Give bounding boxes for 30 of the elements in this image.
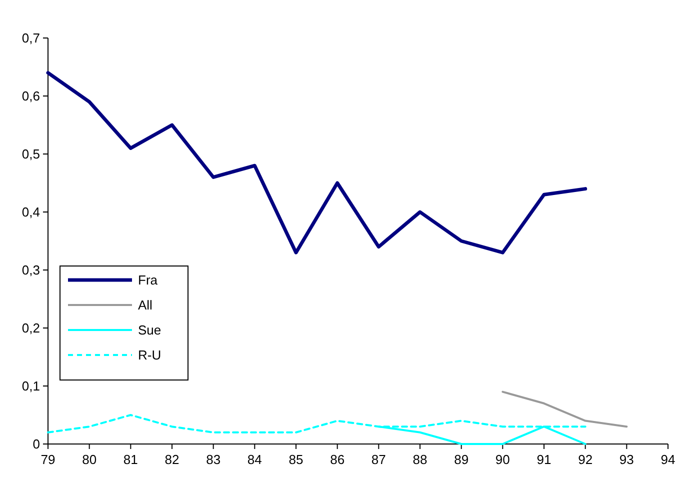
legend-label: Sue — [138, 322, 162, 338]
legend-label: All — [138, 298, 153, 313]
x-tick-label: 83 — [206, 452, 221, 467]
y-tick-label: 0,1 — [22, 378, 40, 394]
x-tick-label: 89 — [454, 452, 469, 467]
x-tick-label: 84 — [247, 452, 262, 467]
y-tick-label: 0,6 — [22, 88, 40, 104]
x-tick-label: 81 — [123, 452, 138, 467]
x-tick-label: 91 — [536, 452, 552, 467]
x-tick-label: 85 — [288, 452, 304, 467]
line-series — [46, 71, 588, 254]
y-tick-label: 0,3 — [22, 262, 40, 278]
legend-label: Fra — [138, 272, 158, 288]
x-tick-label: 80 — [82, 452, 97, 467]
y-tick-label: 0,2 — [22, 320, 40, 336]
x-tick-label: 93 — [619, 452, 634, 467]
y-tick-label: 0,5 — [22, 146, 40, 162]
x-tick-label: 82 — [164, 452, 180, 467]
x-tick-label: 94 — [660, 452, 676, 467]
y-tick-label: 0,7 — [22, 30, 40, 46]
line-series — [502, 390, 628, 428]
legend-label: R-U — [138, 348, 162, 363]
x-tick-label: 88 — [412, 452, 428, 467]
x-tick-label: 79 — [40, 452, 56, 467]
y-tick-label: 0,4 — [22, 204, 40, 220]
x-tick-label: 92 — [578, 452, 593, 467]
x-tick-label: 86 — [330, 452, 345, 467]
x-tick-label: 87 — [371, 452, 386, 467]
y-tick-label: 0 — [32, 436, 40, 452]
x-tick-label: 90 — [495, 452, 510, 467]
